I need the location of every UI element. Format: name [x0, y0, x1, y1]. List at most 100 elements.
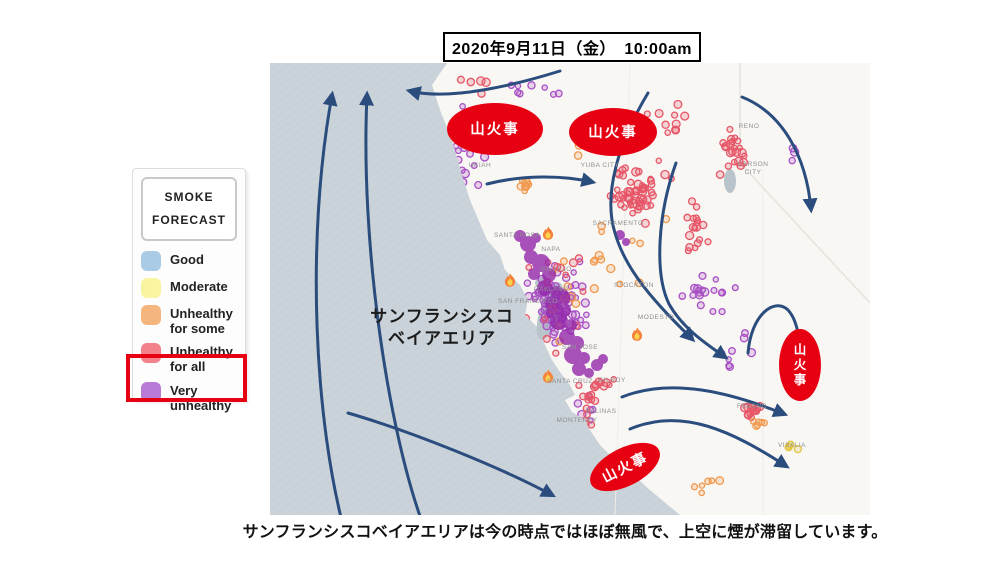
- legend-swatch: [141, 304, 161, 325]
- smoke-forecast-legend: SMOKE FORECAST Good Moderate Unhealthy for …: [132, 168, 246, 413]
- bay-area-label: サンフランシスコ: [370, 307, 514, 326]
- aqi-dot-red: [541, 315, 549, 323]
- aqi-dot-red: [646, 176, 655, 185]
- wildfire-label: 山火事: [470, 120, 520, 138]
- aqi-dot-red: [685, 242, 694, 252]
- city-label-santa-cruz: SANTA CRUZ: [547, 378, 593, 385]
- aqi-dot-purple: [549, 329, 558, 339]
- aqi-dot-red: [726, 134, 736, 144]
- city-label-yuba-city: YUBA CITY: [581, 162, 620, 169]
- city-label-visalia: VISALIA: [778, 442, 806, 449]
- wildfire-label: 事: [794, 372, 807, 387]
- wind-arrow: [628, 419, 790, 469]
- wildfire-badge: 山火事: [569, 108, 657, 156]
- smoke-blob: [537, 280, 553, 296]
- aqi-dot-red: [610, 376, 618, 383]
- smoke-map: UKIAH YUBA CITY RENO CARSON CITY SACRAMENTO ST…: [270, 63, 870, 515]
- aqi-dot-purple: [554, 89, 563, 98]
- legend-item-good: Good: [141, 250, 237, 271]
- aqi-dot-red: [634, 167, 643, 176]
- aqi-dot-purple: [570, 310, 581, 320]
- aqi-dot-red: [623, 187, 633, 197]
- city-label-napa: NAPA: [541, 246, 560, 253]
- legend-label: Moderate: [170, 278, 228, 294]
- aqi-dot-purple: [474, 180, 483, 190]
- aqi-dot-orange: [573, 151, 583, 160]
- city-label-santa-rosa: SANTA ROSA: [494, 232, 540, 239]
- legend-item-very-unhealthy: Very unhealthy: [141, 382, 237, 414]
- aqi-dot-orange: [571, 299, 581, 308]
- aqi-dot-purple: [515, 89, 524, 98]
- legend-label: Very unhealthy: [170, 383, 232, 414]
- aqi-dot-red: [553, 262, 562, 271]
- aqi-dot-red: [641, 201, 651, 211]
- wildfire-oval: [569, 108, 657, 156]
- aqi-dot-red: [587, 420, 596, 429]
- wildfire-oval: [779, 329, 821, 401]
- aqi-dot-red: [695, 236, 704, 244]
- smoke-blob: [528, 268, 540, 280]
- aqi-dot-orange: [516, 182, 525, 191]
- wind-arrow: [620, 386, 789, 418]
- aqi-dot-red: [691, 244, 699, 252]
- aqi-dot-orange: [521, 187, 529, 195]
- city-label-ukiah: UKIAH: [469, 162, 491, 169]
- aqi-dot-purple: [678, 292, 687, 300]
- aqi-dot-red: [664, 129, 672, 136]
- aqi-dot-red: [466, 77, 476, 87]
- wildfire-label: 山火事: [588, 123, 638, 141]
- city-label-reno: RENO: [739, 123, 760, 130]
- smoke-blob: [542, 268, 556, 282]
- fire-icon: [542, 369, 554, 383]
- aqi-dot-red: [673, 99, 683, 109]
- wind-arrow: [658, 161, 729, 360]
- aqi-dot-red: [575, 381, 583, 390]
- aqi-dot-purple: [710, 286, 718, 294]
- aqi-dot-red: [542, 334, 551, 343]
- aqi-dot-red: [749, 406, 758, 415]
- aqi-dot-orange: [598, 228, 606, 236]
- wind-arrow: [346, 411, 556, 498]
- wind-arrow: [485, 172, 597, 187]
- wind-arrow: [405, 69, 562, 101]
- aqi-dot-orange: [524, 180, 533, 189]
- aqi-dot-orange: [597, 221, 606, 231]
- aqi-dot-red: [481, 77, 491, 88]
- aqi-dot-purple: [731, 284, 739, 292]
- wind-arrow: [359, 90, 422, 515]
- aqi-dot-red: [562, 271, 570, 279]
- aqi-dot-red: [736, 161, 745, 170]
- fire-icon: [542, 226, 554, 240]
- city-label-san-francisco: SAN FRANCISCO: [498, 298, 558, 305]
- aqi-dot-orange: [616, 280, 624, 288]
- aqi-dot-purple: [689, 291, 697, 300]
- legend-swatch: [141, 343, 161, 364]
- aqi-dot-purple: [788, 156, 796, 165]
- city-label-salinas: SALINAS: [586, 408, 617, 415]
- date-title: 2020年9月11日（金） 10:00am: [452, 41, 692, 58]
- aqi-dot-purple: [725, 362, 733, 370]
- city-label-vallejo: VALLEJO: [540, 266, 572, 273]
- aqi-dot-purple: [523, 279, 532, 287]
- aqi-dot-red: [715, 170, 725, 179]
- fire-icon: [631, 327, 643, 341]
- city-label-stockton: STOCKTON: [614, 282, 654, 289]
- wildfire-oval: [590, 442, 660, 492]
- city-label-monterey: MONTEREY: [557, 417, 598, 424]
- aqi-dot-orange: [606, 263, 616, 274]
- smoke-blob: [532, 254, 550, 272]
- legend-label: Good: [170, 251, 204, 267]
- legend-label: Unhealthy for some: [170, 305, 233, 336]
- aqi-dot-orange: [715, 476, 725, 486]
- aqi-dot-red: [737, 148, 747, 158]
- wildfire-label: 山: [794, 342, 807, 357]
- legend-title-line2: FORECAST: [152, 212, 226, 227]
- legend-items: Good Moderate Unhealthy for some Unhealthy fo…: [141, 250, 237, 415]
- aqi-dot-red: [671, 125, 681, 135]
- city-label-san-jose: SAN JOSE: [562, 344, 598, 351]
- aqi-dot-purple: [530, 291, 540, 301]
- aqi-dot-orange: [563, 282, 572, 291]
- aqi-dot-yellow: [793, 444, 803, 454]
- aqi-dot-purple: [580, 298, 590, 308]
- caption: サンフランシスコベイアエリアは今の時点ではほぼ無風で、上空に煙が滞留しています。: [242, 524, 888, 541]
